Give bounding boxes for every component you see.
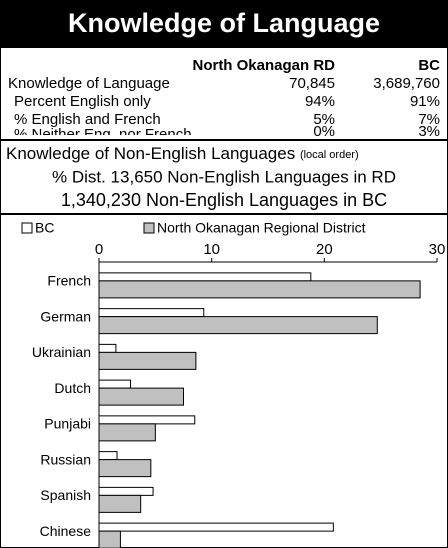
bar [98,308,205,318]
cell: 3% [418,123,440,140]
cell: 94% [305,93,335,110]
cell: 5% [313,111,335,128]
bar [98,272,312,282]
bar [98,494,142,513]
bar [98,351,197,370]
title-bar [0,0,448,48]
bar [98,280,421,299]
bar [98,316,378,335]
cell: 3,689,760 [373,75,440,92]
cell: 91% [410,93,440,110]
y-tick-label: German [40,308,91,324]
x-tick-label: 10 [203,241,220,258]
section-note: (local order) [300,149,359,161]
x-tick-label: 20 [316,241,333,258]
y-tick-label: French [47,273,91,289]
cell: 7% [418,111,440,128]
legend-swatch [143,222,155,234]
legend-label: North Okanagan Regional District [157,220,366,236]
cell: 0% [313,123,335,140]
column-header: BC [418,57,440,74]
y-tick-label: Chinese [40,523,92,539]
y-tick-label: Russian [40,451,91,467]
bar [98,379,132,389]
bar [98,486,154,496]
y-tick-label: Punjabi [44,416,91,432]
cell: 70,845 [289,75,335,92]
bar [98,343,117,353]
row-label: % Neither Eng. nor French [14,126,192,143]
section-line: 1,340,230 Non-English Languages in BC [61,190,387,210]
section-title-text: Knowledge of Non-English Languages [6,144,295,163]
row-label: % English and French [14,111,161,128]
section-line: % Dist. 13,650 Non-English Languages in … [52,167,396,186]
bar [98,451,118,461]
x-tick-label: 30 [429,241,446,258]
y-tick-label: Spanish [40,487,91,503]
bar [98,522,334,532]
bar [98,530,121,548]
row-label: Percent English only [14,93,151,110]
section-title: Knowledge of Non-English Languages (loca… [6,144,359,163]
bar [98,387,184,406]
y-tick-label: Ukrainian [32,344,91,360]
bar [98,415,196,425]
title: Knowledge of Language [68,8,380,38]
column-header: North Okanagan RD [192,57,335,74]
row-label: Knowledge of Language [8,75,170,92]
x-tick-label: 0 [95,241,103,258]
bar [98,423,156,442]
legend-label: BC [35,220,54,236]
bar [98,459,152,478]
legend-swatch [21,222,33,234]
y-tick-label: Dutch [54,380,91,396]
